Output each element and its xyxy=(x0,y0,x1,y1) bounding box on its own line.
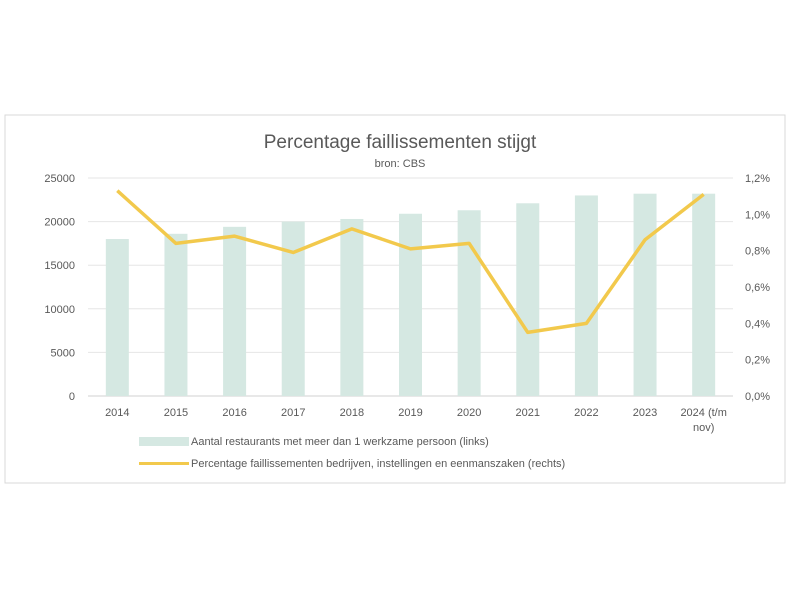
legend-swatch-bars xyxy=(139,437,189,446)
right-tick-label: 0,2% xyxy=(745,355,770,367)
x-tick-label: 2024 (t/m xyxy=(680,407,726,419)
x-tick-label: 2016 xyxy=(222,407,246,419)
right-tick-label: 1,0% xyxy=(745,209,770,221)
x-tick-label: 2015 xyxy=(164,407,188,419)
bar xyxy=(574,195,598,396)
x-tick-label: nov) xyxy=(693,422,714,434)
bar xyxy=(340,218,364,396)
chart-subtitle: bron: CBS xyxy=(375,158,426,170)
x-tick-label: 2022 xyxy=(574,407,598,419)
bar xyxy=(399,213,422,396)
right-tick-label: 0,6% xyxy=(745,282,770,294)
x-tick-label: 2023 xyxy=(633,407,657,419)
left-tick-label: 20000 xyxy=(44,217,75,229)
left-tick-label: 0 xyxy=(69,391,75,403)
legend-label-line: Percentage faillissementen bedrijven, in… xyxy=(191,458,565,470)
right-tick-label: 0,8% xyxy=(745,246,770,258)
legend-label-bars: Aantal restaurants met meer dan 1 werkza… xyxy=(191,436,489,448)
bar xyxy=(164,233,188,396)
bar xyxy=(633,193,657,396)
bar xyxy=(692,193,716,396)
bar xyxy=(223,226,247,396)
right-tick-label: 0,0% xyxy=(745,391,770,403)
left-tick-label: 5000 xyxy=(51,347,75,359)
left-tick-label: 25000 xyxy=(44,173,75,185)
left-tick-label: 10000 xyxy=(44,304,75,316)
right-tick-label: 0,4% xyxy=(745,318,770,330)
x-tick-label: 2018 xyxy=(340,407,364,419)
x-tick-label: 2019 xyxy=(398,407,422,419)
bar xyxy=(105,239,129,396)
bar xyxy=(281,221,305,396)
x-tick-label: 2014 xyxy=(105,407,129,419)
legend-swatch-line xyxy=(139,462,189,465)
bar xyxy=(516,203,540,396)
x-tick-label: 2017 xyxy=(281,407,305,419)
bar xyxy=(457,210,481,396)
right-tick-label: 1,2% xyxy=(745,173,770,185)
x-tick-label: 2020 xyxy=(457,407,481,419)
x-tick-label: 2021 xyxy=(516,407,540,419)
chart-title: Percentage faillissementen stijgt xyxy=(264,132,537,153)
left-tick-label: 15000 xyxy=(44,260,75,272)
